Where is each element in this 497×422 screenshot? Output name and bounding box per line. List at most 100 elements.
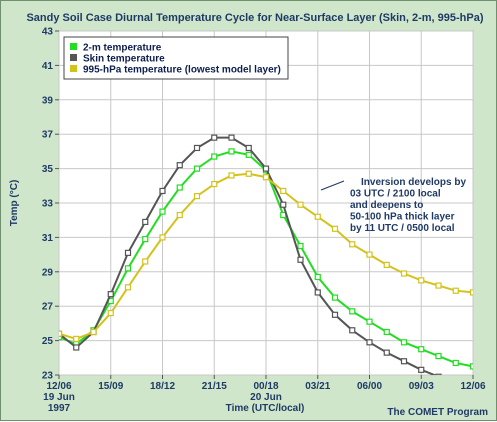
y-tick-labels: 23 25 27 29 31 33 35 37 39 41 43 — [42, 27, 59, 382]
data-point — [193, 193, 201, 200]
data-point — [452, 287, 459, 294]
data-point — [262, 174, 270, 181]
data-point — [73, 344, 80, 351]
data-point — [469, 363, 473, 370]
data-point — [297, 201, 304, 208]
y-axis-label: Temp (°C) — [9, 180, 20, 227]
legend-label: 995-hPa temperature (lowest model layer) — [83, 65, 281, 76]
y-tick-label: 39 — [42, 95, 54, 106]
data-point — [297, 242, 304, 250]
data-point — [176, 162, 183, 169]
data-point — [159, 208, 166, 215]
y-tick-label: 25 — [42, 336, 54, 347]
data-point — [59, 330, 63, 337]
y-tick-label: 27 — [42, 302, 54, 313]
data-point — [452, 359, 459, 367]
data-point — [211, 153, 218, 160]
legend-box — [63, 36, 289, 80]
y-tick-label: 41 — [42, 61, 54, 72]
data-point — [435, 352, 442, 360]
data-point — [142, 236, 149, 243]
data-point — [331, 225, 339, 232]
data-point — [400, 339, 408, 346]
legend-label: 2-m temperature — [83, 43, 162, 54]
data-point — [469, 289, 473, 296]
credit-label: The COMET Program — [387, 407, 488, 418]
y-tick-label: 37 — [42, 130, 54, 141]
data-point — [262, 165, 270, 172]
x-tick-label: 06/00 — [357, 381, 382, 392]
data-point — [331, 311, 339, 318]
x-tick-label: 18/12 — [150, 381, 175, 392]
data-point — [90, 328, 97, 336]
data-point — [383, 349, 390, 356]
data-point — [124, 284, 132, 291]
chart-title: Sandy Soil Case Diurnal Temperature Cycl… — [26, 12, 483, 24]
data-point — [366, 251, 373, 258]
x-tick-label: 15/09 — [98, 381, 123, 392]
data-point — [314, 273, 321, 281]
legend-label: Skin temperature — [83, 54, 165, 65]
data-point — [176, 184, 183, 191]
data-point — [142, 218, 149, 226]
y-tick-label: 33 — [42, 199, 54, 210]
data-point — [400, 270, 408, 277]
y-tick-label: 35 — [42, 164, 54, 175]
data-point — [142, 258, 149, 265]
data-point — [107, 309, 114, 317]
x-axis-label: Time (UTC/local) — [226, 403, 305, 414]
data-point — [349, 327, 356, 334]
data-point — [245, 144, 252, 152]
data-point — [297, 256, 304, 263]
data-point — [280, 201, 287, 208]
data-point — [124, 265, 132, 272]
data-point — [124, 249, 132, 256]
data-point — [211, 134, 218, 141]
annotation-arrow — [320, 180, 345, 191]
data-point — [280, 187, 287, 195]
data-point — [228, 172, 235, 179]
legend-swatch — [70, 65, 77, 72]
x-tick-label: 12/06 19 Jun 1997 — [43, 381, 75, 414]
series-2 — [59, 170, 473, 342]
inversion-annotation: Inversion develops by 03 UTC / 2100 local… — [320, 177, 466, 234]
data-point — [245, 170, 252, 177]
data-point — [193, 144, 201, 152]
data-point — [211, 180, 218, 188]
data-point — [418, 277, 425, 284]
y-tick-label: 29 — [42, 267, 54, 278]
y-tick-label: 31 — [42, 233, 54, 244]
data-point — [435, 282, 442, 289]
x-tick-label: 03/21 — [305, 381, 330, 392]
y-tick-label: 43 — [42, 27, 54, 38]
data-point — [366, 318, 373, 325]
data-point — [383, 328, 390, 336]
x-tick-label: 21/15 — [202, 381, 227, 392]
data-point — [418, 366, 425, 373]
data-point — [107, 291, 114, 298]
data-point — [400, 358, 408, 365]
x-tick-label: 00/18 20 Jun — [250, 381, 282, 403]
series-1 — [59, 134, 442, 375]
legend-swatch — [70, 43, 77, 50]
data-point — [349, 308, 356, 315]
x-tick-labels: 12/06 19 Jun 1997 15/09 18/12 21/15 00/18 20 Ju… — [43, 375, 486, 414]
data-point — [159, 187, 166, 195]
x-tick-label: 09/03 — [409, 381, 434, 392]
data-point — [331, 294, 339, 301]
data-point — [228, 134, 235, 141]
data-point — [314, 289, 321, 296]
data-point — [349, 241, 356, 248]
data-point — [314, 213, 321, 220]
data-point — [435, 373, 442, 375]
data-point — [245, 151, 252, 158]
data-point — [193, 165, 201, 172]
data-point — [383, 261, 390, 269]
series-lines — [59, 134, 473, 375]
data-point — [73, 335, 80, 342]
data-point — [159, 234, 166, 241]
